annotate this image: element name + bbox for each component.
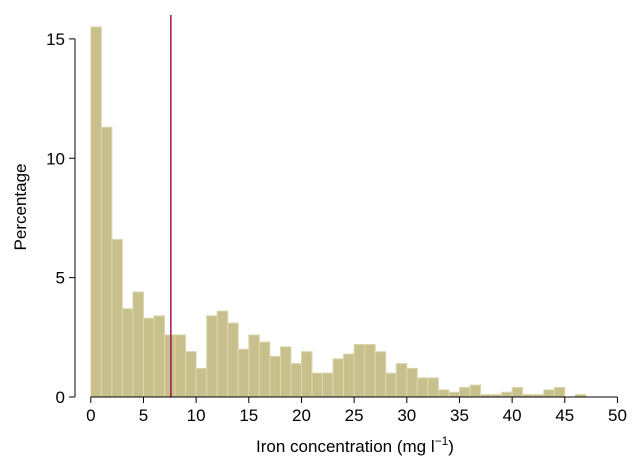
histogram-bar [469,384,482,398]
histogram-bar [385,372,397,398]
histogram-bar [90,26,102,398]
x-tick-label: 30 [397,406,416,425]
x-tick-label: 50 [608,406,627,425]
x-tick-label: 20 [292,406,311,425]
histogram-bar [237,348,250,398]
x-tick-label: 15 [239,406,258,425]
x-tick-label: 25 [345,406,364,425]
histogram-bar [437,389,450,398]
histogram-bar [511,386,524,398]
histogram-bar [227,322,239,398]
histogram-bar [406,367,418,398]
histogram-bar [458,386,471,398]
y-tick-label: 15 [46,30,65,49]
histogram-bar [448,391,460,398]
histogram-bar [269,355,281,398]
histogram-bar [216,310,229,398]
y-tick-label: 10 [46,149,65,168]
histogram-bar [185,351,197,398]
histogram-bar [111,238,123,398]
histogram-bar [322,372,334,398]
histogram-bar [501,391,513,398]
x-tick-label: 45 [555,406,574,425]
histogram-bars [90,26,587,398]
x-tick-label: 40 [503,406,522,425]
histogram-bar [258,341,271,398]
x-axis-ticks: 0 5 10 15 20 25 30 35 40 45 50 [86,397,627,425]
x-axis-title-main: Iron concentration (mg l [256,437,435,456]
histogram-bar [543,389,555,398]
histogram-bar [174,334,187,398]
histogram-bar [164,334,176,398]
histogram-bar [395,363,408,398]
histogram-bar [300,351,313,398]
histogram-bar [132,291,144,398]
x-tick-label: 35 [450,406,469,425]
histogram-bar [142,317,155,398]
x-tick-label: 5 [139,406,148,425]
histogram-bar [343,353,355,398]
histogram-bar [248,334,260,398]
histogram-bar [364,343,376,398]
histogram-bar [353,343,366,398]
histogram-bar [100,126,113,398]
histogram-bar [332,358,345,398]
y-axis-ticks: 0 5 10 15 [46,30,75,407]
histogram-bar [311,372,324,398]
y-tick-label: 5 [56,269,65,288]
x-axis-title-superscript: −1 [435,434,449,448]
histogram-bar [153,315,166,398]
histogram-bar [206,315,218,398]
histogram-bar [121,308,134,398]
x-tick-label: 0 [86,406,95,425]
y-tick-label: 0 [56,388,65,407]
histogram-bar [290,363,302,398]
histogram-bar [374,351,387,398]
x-axis-title: Iron concentration (mg l−1) [256,434,454,456]
histogram-bar [427,377,439,398]
x-tick-label: 10 [187,406,206,425]
histogram-bar [195,367,208,398]
histogram-bar [279,346,292,398]
histogram-bar [553,386,566,398]
x-axis-title-suffix: ) [448,437,454,456]
histogram-bar [416,377,429,398]
y-axis-title: Percentage [11,164,30,251]
